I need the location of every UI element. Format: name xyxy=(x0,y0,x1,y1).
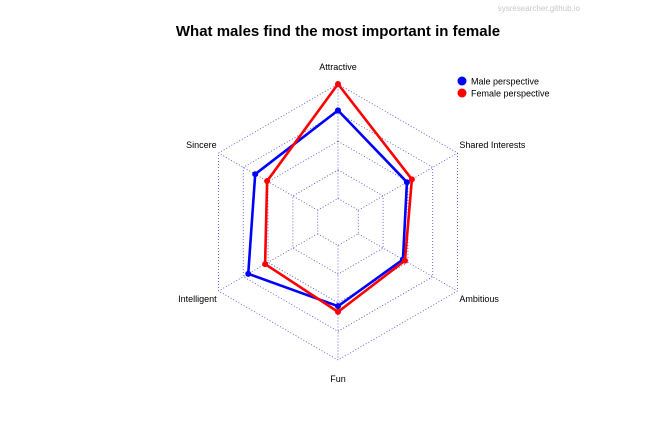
grid-ring xyxy=(292,169,384,275)
radar-grid xyxy=(218,83,458,361)
axis-label: Attractive xyxy=(319,62,357,72)
data-point xyxy=(252,171,259,178)
data-point xyxy=(401,257,408,264)
legend-label-male: Male perspective xyxy=(471,77,539,87)
data-point xyxy=(262,261,269,268)
grid-ring xyxy=(242,112,434,332)
axis-label: Sincere xyxy=(186,140,217,150)
data-point xyxy=(403,179,410,186)
radar-series xyxy=(245,81,415,315)
data-point xyxy=(408,176,415,183)
legend-label-female: Female perspective xyxy=(471,89,550,99)
chart-title: What males find the most important in fe… xyxy=(176,23,500,40)
axis-label: Intelligent xyxy=(178,294,217,304)
legend-marker-female xyxy=(457,88,467,98)
legend-marker-male xyxy=(457,76,467,86)
axis-spoke xyxy=(358,233,458,292)
data-point xyxy=(245,270,252,277)
data-point xyxy=(264,178,271,185)
watermark: sysresearcher.github.io xyxy=(497,4,580,13)
series-line-1 xyxy=(263,82,414,314)
data-point xyxy=(335,81,341,87)
grid-ring xyxy=(317,198,359,246)
data-point xyxy=(335,308,341,315)
axis-labels: Attractive Shared Interests Ambitious Fun In… xyxy=(178,62,526,384)
legend: Male perspective Female perspective xyxy=(457,76,550,99)
data-point xyxy=(335,303,341,310)
axis-spoke xyxy=(218,233,318,292)
axis-label: Ambitious xyxy=(459,294,499,304)
axis-label: Shared Interests xyxy=(459,140,526,150)
grid-ring xyxy=(218,83,458,361)
axis-label: Fun xyxy=(330,374,346,384)
data-point xyxy=(335,107,341,114)
